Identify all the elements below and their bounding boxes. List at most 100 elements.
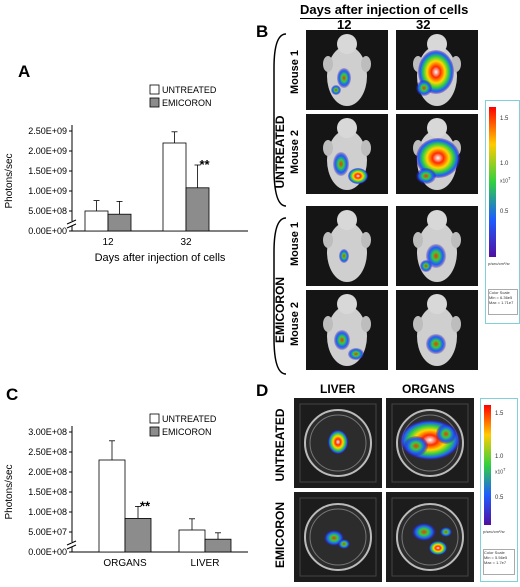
mouse-head-silhouette [427, 34, 447, 54]
mouse1-emicoron-label: Mouse 1 [289, 221, 301, 267]
scale-b-tick-1: 1.5 [500, 116, 509, 122]
mouse-tile-untreated-mouse2-day12 [306, 114, 388, 194]
mouse-limb [323, 56, 333, 72]
mouse-limb [323, 316, 333, 332]
significance-mark: ** [140, 498, 151, 513]
row-label-emicoron-wrap: EMICORON [270, 490, 290, 580]
header-rule [300, 18, 448, 19]
panel-label-a: A [18, 62, 31, 81]
bar-emicoron-liver [204, 538, 232, 553]
tray-outline [391, 497, 469, 577]
scale-d-exp: x107 [495, 467, 506, 476]
luminescence-signal [412, 523, 436, 541]
panel-label-c: C [6, 385, 19, 404]
legend-label-emicoron: EMICORON [162, 427, 212, 437]
y-tick-label: 0.00E+00 [28, 547, 67, 557]
color-scale-b: 1.5 1.0 0.5 x107 p/sec/cm²/sr Color Scal… [485, 100, 520, 324]
y-axis-label: Photons/sec [4, 153, 15, 208]
mouse-image-grid [306, 30, 478, 370]
luminescence-signal [348, 348, 364, 360]
legend-swatch-emicoron [149, 426, 160, 437]
mouse-head-silhouette [337, 294, 357, 314]
col-label-liver: LIVER [320, 382, 356, 396]
mouse-limb [323, 232, 333, 248]
significance-mark: ** [200, 157, 211, 172]
organ-tile-liver-emicoron [294, 492, 382, 582]
tray-outline [299, 403, 377, 483]
mouse-tile-untreated-mouse1-day32 [396, 30, 478, 110]
luminescence-signal [429, 541, 447, 555]
organ-tile-organs-untreated [386, 398, 474, 488]
organ-image-grid [294, 398, 474, 582]
scale-bar-d [484, 405, 491, 525]
petri-dish-rim [401, 508, 459, 566]
scale-d-tick-3: 0.5 [495, 495, 504, 501]
luminescence-signal [416, 80, 432, 96]
luminescence-signal [331, 85, 341, 95]
axis-break-gap [68, 542, 76, 547]
bar-emicoron-12 [107, 213, 132, 232]
axis-break-mark [66, 219, 77, 225]
row-label-untreated: UNTREATED [273, 408, 287, 482]
scale-d-exp-power: 7 [503, 467, 506, 472]
mouse2-untreated-label: Mouse 2 [289, 129, 301, 175]
luminescence-signal [416, 138, 460, 178]
row-label-emicoron: EMICORON [273, 502, 287, 568]
petri-dish-rim [309, 508, 367, 566]
mouse-head-silhouette [427, 294, 447, 314]
legend-swatch-untreated [149, 84, 160, 95]
scale-bar-b [489, 107, 496, 257]
luminescence-signal [404, 436, 428, 456]
scale-d-unit: p/sec/cm²/sr [483, 529, 505, 534]
scale-d-minmax-box: Color Scale Min = 5.56e5 Max = 1.7e7 [483, 549, 515, 575]
petri-dish-rim [309, 414, 367, 472]
day-label-32: 32 [416, 17, 431, 32]
x-tick-label: LIVER [191, 558, 220, 569]
chart-a: 0.00E+00 5.00E+08 1.00E+09 1.50E+09 2.00E+09… [4, 84, 248, 264]
scale-b-exp-power: 7 [508, 176, 511, 181]
luminescence-signal [338, 539, 350, 549]
mouse-head-silhouette [337, 118, 357, 138]
scale-b-unit: p/sec/cm²/sr [488, 261, 510, 266]
bar-untreated-organs [98, 459, 126, 553]
axis-break-mark [66, 540, 77, 546]
axis-break-mark [66, 544, 77, 550]
scale-b-exp: x107 [500, 176, 511, 185]
scale-b-tick-2: 1.0 [500, 161, 509, 167]
y-tick-label: 1.50E+08 [28, 487, 67, 497]
scale-d-tick-1: 1.5 [495, 411, 504, 417]
luminescence-signal [328, 430, 348, 454]
mouse-limb [413, 316, 423, 332]
bar-emicoron-32 [185, 187, 210, 232]
axis-break-mark [66, 223, 77, 229]
y-tick-label: 1.50E+09 [28, 166, 67, 176]
color-scale-d: 1.5 1.0 0.5 x107 p/sec/cm²/sr Color Scal… [480, 398, 518, 582]
scale-b-tick-3: 0.5 [500, 209, 509, 215]
scale-d-tick-2: 1.0 [495, 454, 504, 460]
mouse-limb [451, 232, 461, 248]
bar-untreated-liver [178, 529, 206, 553]
y-tick-label: 2.50E+08 [28, 447, 67, 457]
mouse-tile-emicoron-mouse1-day32 [396, 206, 478, 286]
luminescence-signal [339, 249, 349, 263]
y-tick-label: 2.00E+08 [28, 467, 67, 477]
x-tick-label: 12 [102, 237, 114, 248]
luminescence-signal [333, 152, 349, 176]
bar-emicoron-organs [124, 518, 152, 553]
legend-swatch-emicoron [149, 97, 160, 108]
mouse-tile-emicoron-mouse2-day32 [396, 290, 478, 370]
bar-untreated-12 [84, 210, 109, 232]
row-label-untreated-wrap: UNTREATED [270, 400, 290, 490]
legend-label-untreated: UNTREATED [162, 85, 217, 95]
luminescence-signal [426, 244, 446, 268]
mouse-limb [361, 140, 371, 156]
legend-swatch-untreated [149, 413, 160, 424]
y-tick-label: 1.00E+09 [28, 186, 67, 196]
mouse-limb [323, 140, 333, 156]
panel-label-b: B [256, 22, 269, 41]
luminescence-signal [436, 424, 456, 444]
y-tick-label: 2.50E+09 [28, 126, 67, 136]
day-label-12: 12 [337, 17, 352, 32]
mouse-limb [451, 316, 461, 332]
mouse-limb [361, 316, 371, 332]
